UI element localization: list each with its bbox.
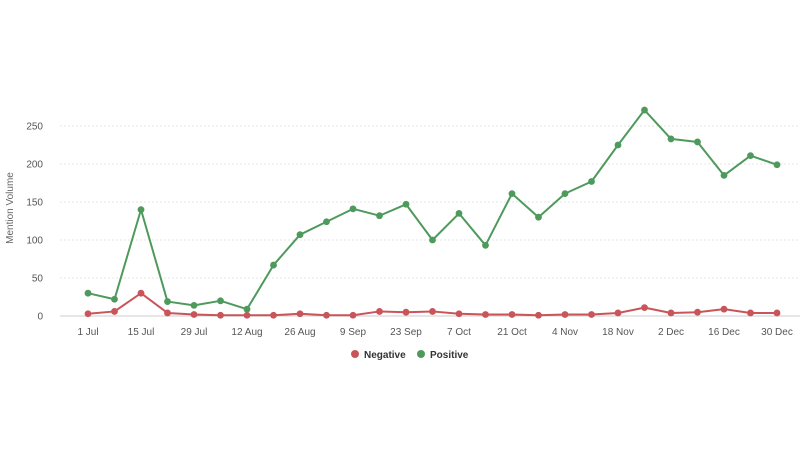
data-point[interactable]: [561, 311, 569, 318]
x-tick-label: 16 Dec: [708, 327, 740, 338]
series-negative: [84, 289, 781, 319]
data-point[interactable]: [164, 298, 171, 305]
y-axis-label: Mention Volume: [5, 172, 16, 244]
data-point[interactable]: [747, 309, 754, 317]
data-point[interactable]: [508, 311, 516, 318]
data-point[interactable]: [614, 141, 622, 149]
data-point[interactable]: [323, 311, 330, 319]
data-point[interactable]: [535, 213, 542, 221]
legend[interactable]: Negative Positive: [351, 350, 469, 361]
data-point[interactable]: [482, 241, 489, 249]
x-tick-label: 23 Sep: [390, 327, 422, 338]
data-point[interactable]: [773, 309, 781, 317]
x-tick-label: 30 Dec: [761, 327, 793, 338]
data-point[interactable]: [429, 236, 436, 244]
data-point[interactable]: [561, 190, 569, 198]
data-point[interactable]: [376, 308, 383, 315]
data-point[interactable]: [243, 305, 251, 313]
x-tick-label: 9 Sep: [340, 327, 367, 338]
data-point[interactable]: [588, 178, 595, 185]
data-point[interactable]: [217, 311, 224, 319]
legend-label: Positive: [430, 350, 469, 361]
data-point[interactable]: [455, 210, 463, 217]
series-positive: [84, 106, 781, 313]
data-point[interactable]: [296, 231, 304, 239]
x-tick-label: 21 Oct: [497, 327, 527, 338]
data-point[interactable]: [296, 310, 304, 318]
data-point[interactable]: [429, 308, 436, 315]
data-point[interactable]: [349, 205, 357, 213]
y-tick-label: 50: [32, 274, 44, 285]
data-point[interactable]: [667, 309, 675, 317]
data-point[interactable]: [111, 308, 118, 315]
data-point[interactable]: [111, 295, 118, 303]
data-point[interactable]: [508, 190, 516, 198]
legend-item-negative[interactable]: Negative: [351, 350, 406, 361]
x-axis: 1 Jul 15 Jul 29 Jul 12 Aug 26 Aug 9 Sep 23 Sep…: [77, 327, 792, 338]
data-point[interactable]: [243, 311, 251, 319]
data-point[interactable]: [747, 152, 754, 160]
data-point[interactable]: [535, 311, 542, 319]
data-point[interactable]: [482, 311, 489, 318]
y-tick-label: 250: [26, 122, 43, 133]
data-point[interactable]: [402, 200, 410, 208]
x-tick-label: 26 Aug: [284, 327, 315, 338]
data-point[interactable]: [84, 289, 92, 297]
legend-label: Negative: [364, 350, 406, 361]
data-point[interactable]: [270, 261, 277, 269]
y-axis: 0 50 100 150 200 250: [26, 122, 43, 323]
data-point[interactable]: [694, 138, 701, 146]
data-point[interactable]: [323, 218, 330, 226]
series: [84, 106, 781, 319]
legend-marker: [351, 350, 359, 358]
data-point[interactable]: [694, 308, 701, 316]
data-point[interactable]: [720, 172, 728, 179]
x-tick-label: 18 Nov: [602, 327, 634, 338]
x-tick-label: 15 Jul: [128, 327, 155, 338]
data-point[interactable]: [137, 206, 145, 214]
data-point[interactable]: [190, 301, 198, 309]
data-point[interactable]: [588, 311, 595, 318]
data-point[interactable]: [402, 308, 410, 316]
data-point[interactable]: [137, 289, 145, 297]
x-tick-label: 4 Nov: [552, 327, 578, 338]
y-tick-label: 0: [37, 312, 43, 323]
data-point[interactable]: [270, 311, 277, 319]
data-point[interactable]: [190, 311, 198, 318]
legend-marker: [417, 350, 425, 358]
data-point[interactable]: [614, 309, 622, 317]
y-tick-label: 100: [26, 236, 43, 247]
data-point[interactable]: [217, 297, 224, 305]
data-point[interactable]: [641, 106, 648, 114]
data-point[interactable]: [773, 161, 781, 169]
data-point[interactable]: [455, 310, 463, 318]
data-point[interactable]: [376, 212, 383, 220]
x-tick-label: 1 Jul: [77, 327, 98, 338]
data-point[interactable]: [641, 304, 648, 312]
y-tick-label: 200: [26, 160, 43, 171]
gridlines: [60, 125, 800, 317]
data-point[interactable]: [349, 311, 357, 319]
x-tick-label: 29 Jul: [181, 327, 208, 338]
x-tick-label: 2 Dec: [658, 327, 684, 338]
data-point[interactable]: [164, 309, 171, 317]
y-tick-label: 150: [26, 198, 43, 209]
data-point[interactable]: [720, 305, 728, 313]
data-point[interactable]: [667, 135, 675, 143]
legend-item-positive[interactable]: Positive: [417, 350, 469, 361]
data-point[interactable]: [84, 310, 92, 318]
x-tick-label: 12 Aug: [231, 327, 262, 338]
x-tick-label: 7 Oct: [447, 327, 471, 338]
